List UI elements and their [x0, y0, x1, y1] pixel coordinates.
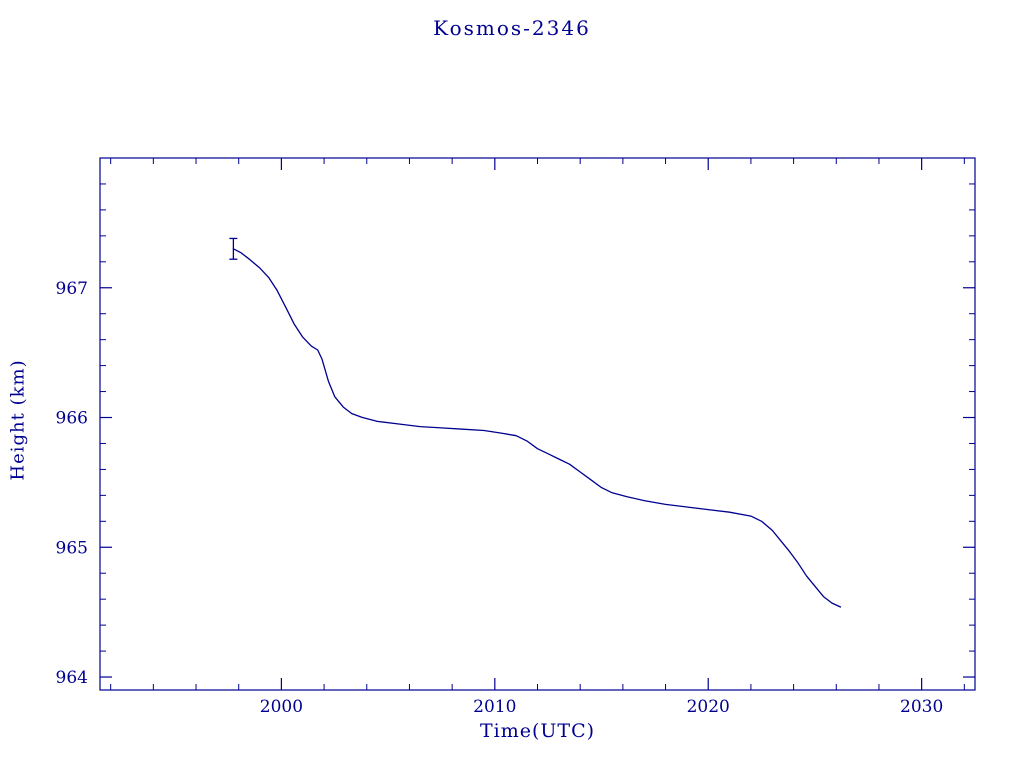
y-tick-label: 965: [56, 538, 88, 558]
y-tick-label: 964: [56, 668, 88, 688]
x-tick-label: 2020: [687, 697, 730, 717]
x-axis-label: Time(UTC): [479, 720, 596, 742]
x-tick-label: 2000: [260, 697, 303, 717]
y-axis-label: Height (km): [7, 359, 29, 481]
chart-title: Kosmos-2346: [433, 16, 591, 40]
y-tick-label: 966: [56, 409, 88, 429]
x-tick-label: 2030: [900, 697, 943, 717]
y-tick-label: 967: [56, 279, 88, 299]
x-tick-label: 2010: [473, 697, 516, 717]
height-series-line: [232, 248, 842, 608]
